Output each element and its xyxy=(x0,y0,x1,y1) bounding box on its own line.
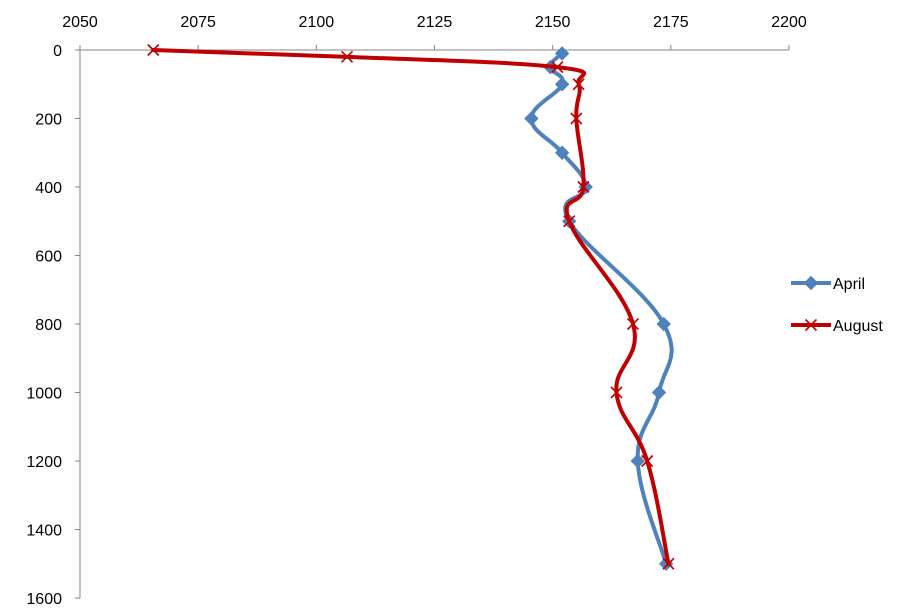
data-point-august xyxy=(662,557,675,570)
series-line-april xyxy=(529,51,674,566)
data-point-august xyxy=(626,317,640,331)
legend-marker-august xyxy=(804,318,818,332)
data-point-august xyxy=(572,78,585,91)
axes: 2050 2075 2100 2125 2150 2175 2200 0 200 400 600 80… xyxy=(26,14,806,608)
x-tick-label: 2175 xyxy=(653,14,689,31)
data-point-august xyxy=(147,43,160,57)
x-tick-label: 2050 xyxy=(62,14,98,31)
legend: April August xyxy=(791,275,883,335)
legend-label-april: April xyxy=(833,276,865,293)
y-tick-label: 1000 xyxy=(26,386,62,403)
data-point-august xyxy=(570,112,583,125)
x-tick-label: 2075 xyxy=(180,14,216,31)
y-tick-label: 1600 xyxy=(26,591,62,608)
x-tick-label: 2150 xyxy=(535,14,571,31)
data-point-august xyxy=(563,215,576,228)
y-tick-label: 1200 xyxy=(26,454,62,471)
data-point-april xyxy=(554,77,570,92)
legend-label-august: August xyxy=(833,318,883,335)
y-tick-label: 0 xyxy=(53,43,62,60)
data-point-april xyxy=(656,316,671,332)
legend-marker-april xyxy=(803,275,819,291)
data-point-august xyxy=(340,50,354,63)
data-point-april xyxy=(630,453,645,469)
y-tick-label: 400 xyxy=(35,180,62,197)
y-tick-label: 800 xyxy=(35,317,62,334)
data-point-august xyxy=(610,386,623,399)
data-point-august xyxy=(641,454,654,468)
x-tick-label: 2125 xyxy=(417,14,453,31)
data-point-april xyxy=(524,111,539,126)
y-tick-label: 600 xyxy=(35,249,62,266)
legend-item-august: August xyxy=(791,318,883,335)
y-tick-label: 200 xyxy=(35,112,62,129)
data-point-april xyxy=(554,46,570,61)
x-tick-label: 2200 xyxy=(771,14,807,31)
data-point-april xyxy=(554,145,570,160)
x-tick-label: 2100 xyxy=(299,14,335,31)
y-tick-label: 1400 xyxy=(26,523,62,540)
data-point-august xyxy=(577,180,590,194)
legend-item-april: April xyxy=(791,275,865,293)
data-point-april xyxy=(651,385,667,400)
series-august xyxy=(147,43,675,570)
data-point-august xyxy=(551,61,564,74)
series-layer xyxy=(147,43,675,571)
series-line-august xyxy=(151,48,671,566)
series-april xyxy=(524,46,674,571)
